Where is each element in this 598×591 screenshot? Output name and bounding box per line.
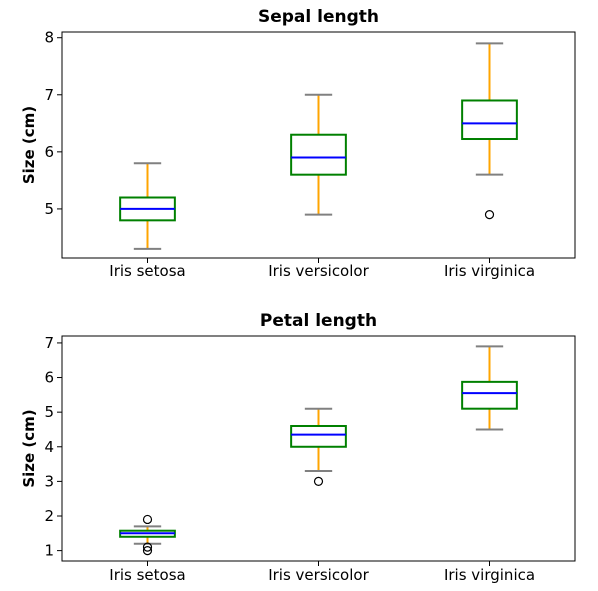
petal-length-chart: Petal length Size (cm) 1 2 3 4 5 6 7 Iris setosa I… bbox=[20, 311, 576, 584]
x-tick-label: Iris versicolor bbox=[268, 262, 369, 280]
outlier-point bbox=[142, 546, 153, 556]
iqr-box bbox=[290, 425, 347, 448]
x-tick-label: Iris setosa bbox=[109, 566, 185, 584]
outlier-point bbox=[484, 210, 495, 220]
y-tick-label: 4 bbox=[44, 438, 54, 456]
outlier-point bbox=[313, 476, 324, 486]
sepal-length-chart: Sepal length Size (cm) 5 6 7 8 Iris setosa Iris… bbox=[20, 7, 576, 280]
box-2 bbox=[461, 42, 518, 220]
outlier-point bbox=[142, 542, 153, 552]
x-tick-label: Iris setosa bbox=[109, 262, 185, 280]
y-tick-label: 2 bbox=[44, 507, 54, 525]
y-tick-label: 8 bbox=[44, 29, 54, 47]
y-axis-label: Size (cm) bbox=[20, 409, 38, 487]
chart-title: Petal length bbox=[260, 311, 377, 331]
y-tick-label: 7 bbox=[44, 334, 54, 352]
y-tick-label: 5 bbox=[44, 200, 54, 218]
chart-title: Sepal length bbox=[258, 7, 379, 27]
y-axis-label: Size (cm) bbox=[20, 106, 38, 184]
iqr-box bbox=[461, 380, 518, 410]
box-0 bbox=[119, 162, 176, 250]
iqr-box bbox=[461, 99, 518, 141]
outlier-point bbox=[142, 514, 153, 525]
plot-frame bbox=[61, 31, 576, 259]
y-tick-label: 3 bbox=[44, 472, 54, 490]
x-tick-label: Iris versicolor bbox=[268, 566, 369, 584]
x-tick-label: Iris virginica bbox=[444, 566, 535, 584]
box-1 bbox=[290, 407, 347, 486]
box-0 bbox=[119, 514, 176, 556]
y-tick-label: 7 bbox=[44, 86, 54, 104]
iqr-box bbox=[290, 133, 347, 176]
x-tick-label: Iris virginica bbox=[444, 262, 535, 280]
box-2 bbox=[461, 345, 518, 431]
y-tick-label: 6 bbox=[44, 143, 54, 161]
box-1 bbox=[290, 93, 347, 216]
y-tick-label: 6 bbox=[44, 369, 54, 387]
y-tick-label: 5 bbox=[44, 403, 54, 421]
y-tick-label: 1 bbox=[44, 542, 54, 560]
